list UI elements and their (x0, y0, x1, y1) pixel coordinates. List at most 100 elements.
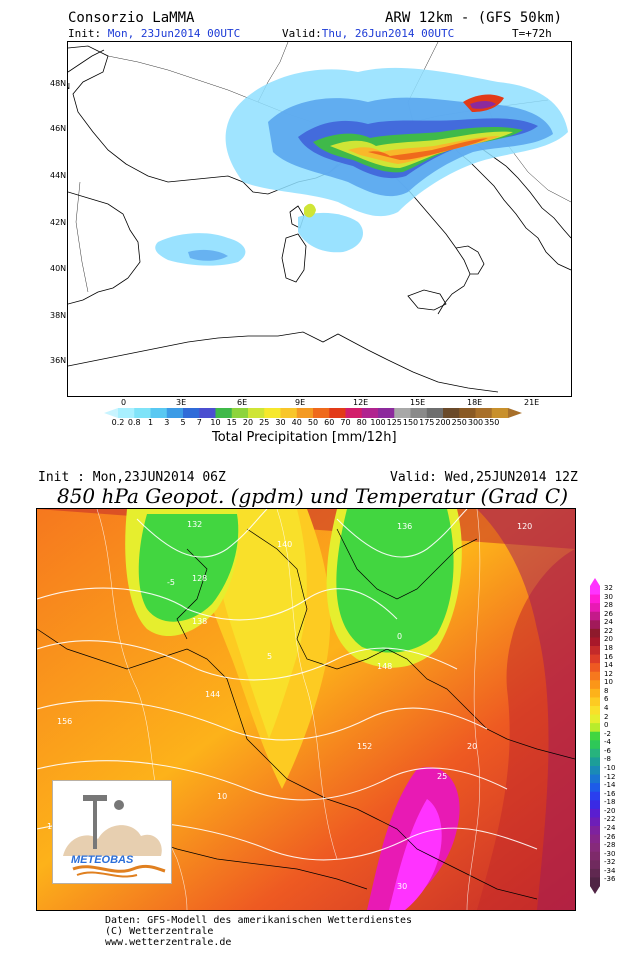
scale-swatch (590, 646, 600, 656)
scale-swatch (590, 757, 600, 767)
scale-value: -30 (604, 849, 616, 858)
geopotential-map-title: 850 hPa Geopot. (gpdm) und Temperatur (G… (56, 484, 569, 508)
scale-value: -2 (604, 729, 611, 738)
legend-value: 300 (467, 418, 484, 427)
contour-label: 140 (277, 540, 292, 549)
lat-tick: 38N (50, 311, 67, 320)
lat-tick: 48N (68, 82, 70, 91)
scale-arrow-top (590, 578, 600, 586)
chart-org-title: Consorzio LaMMA (68, 10, 195, 26)
gfs-init-time: Init : Mon,23JUN2014 06Z (38, 470, 226, 485)
scale-value: 0 (604, 721, 609, 730)
scale-swatch (590, 800, 600, 810)
legend-swatch (313, 408, 330, 418)
valid-time: Valid:Thu, 26Jun2014 00UTC (282, 27, 454, 40)
legend-swatch (183, 408, 200, 418)
legend-swatch (459, 408, 476, 418)
legend-swatch (378, 408, 395, 418)
scale-value: 32 (604, 584, 613, 592)
precipitation-legend-bar (104, 408, 522, 418)
contour-label: 138 (192, 617, 207, 626)
legend-value: 80 (356, 418, 367, 427)
temperature-map-svg: 132 138 140 144 148 152 156 136 128 120 … (37, 509, 575, 910)
chart-model-label: ARW 12km - (GFS 50km) (385, 10, 563, 26)
legend-swatch (329, 408, 346, 418)
lon-tick: 15E (410, 398, 426, 407)
legend-value: 70 (340, 418, 351, 427)
map-contour-labels: 132 138 140 144 148 152 156 136 128 120 … (47, 520, 532, 891)
legend-swatch (280, 408, 298, 418)
scale-swatch (590, 603, 600, 613)
legend-swatch (361, 408, 379, 418)
scale-swatch (590, 628, 600, 638)
legend-value: 125 (386, 418, 402, 427)
legend-swatch (264, 408, 281, 418)
legend-value: 5 (180, 418, 186, 427)
legend-swatch (426, 408, 444, 418)
init-time: Init: Mon, 23Jun2014 00UTC (68, 27, 240, 40)
scale-swatch (590, 688, 600, 698)
temp-label: -5 (167, 578, 175, 587)
scale-value: 2 (604, 712, 609, 721)
precipitation-map: 48N (67, 41, 572, 397)
credit-line: www.wetterzentrale.de (105, 937, 232, 948)
scale-swatch (590, 868, 600, 878)
scale-arrow-bottom (590, 886, 600, 894)
legend-swatch (394, 408, 411, 418)
scale-swatch (590, 706, 600, 716)
scale-value: -8 (604, 755, 611, 764)
meteobas-logo-text: METEOBAS (71, 854, 134, 866)
legend-arrow-left (104, 408, 118, 418)
scale-value: -32 (604, 858, 616, 867)
scale-value: 4 (604, 704, 609, 712)
scale-value: -24 (604, 824, 616, 832)
contour-label: 148 (377, 662, 392, 671)
scale-swatch (590, 697, 600, 707)
temp-label: 10 (217, 792, 227, 801)
meteobas-logo: METEOBAS (52, 780, 172, 884)
scale-swatch (590, 834, 600, 844)
precipitation-areas (155, 67, 568, 266)
contour-label: 128 (192, 574, 207, 583)
lon-tick: 12E (353, 398, 369, 407)
lat-tick: 46N (50, 124, 67, 133)
scale-swatch (590, 586, 600, 596)
credit-line: (C) Wetterzentrale (105, 926, 214, 937)
lon-tick: 6E (237, 398, 248, 407)
lon-tick: 9E (295, 398, 306, 407)
data-credits: Daten: GFS-Modell des amerikanischen Wet… (105, 915, 412, 948)
legend-value: 7 (196, 418, 202, 427)
temp-label: 30 (397, 882, 407, 891)
scale-value: -28 (604, 841, 616, 850)
scale-value: -26 (604, 832, 616, 841)
legend-arrow-right (508, 408, 522, 418)
scale-swatch (590, 671, 600, 681)
legend-value: 50 (307, 418, 319, 427)
init-label: Init: (68, 27, 102, 40)
legend-value: 200 (435, 418, 451, 427)
scale-value: -10 (604, 764, 616, 772)
lat-tick: 48N (50, 79, 67, 88)
legend-swatch (296, 408, 314, 418)
scale-swatch (590, 654, 600, 664)
scale-value: 10 (604, 678, 613, 687)
lon-tick: 18E (467, 398, 483, 407)
scale-swatch (590, 791, 600, 801)
credit-line: Daten: GFS-Modell des amerikanischen Wet… (105, 915, 413, 926)
scale-value: -22 (604, 815, 616, 824)
scale-value: 14 (604, 661, 613, 670)
scale-value: 28 (604, 601, 613, 610)
lon-tick: 3E (176, 398, 187, 407)
scale-swatch (590, 637, 600, 647)
precipitation-map-svg (68, 42, 571, 393)
scale-value: 16 (604, 652, 613, 661)
valid-label: Valid: (282, 27, 322, 40)
scale-value: 6 (604, 695, 609, 704)
lat-tick: 44N (50, 171, 67, 180)
legend-swatch (215, 408, 233, 418)
scale-swatch (590, 826, 600, 836)
scale-swatch (590, 766, 600, 776)
scale-swatch (590, 723, 600, 733)
lat-tick: 40N (50, 264, 67, 273)
gfs-valid-time: Valid: Wed,25JUN2014 12Z (390, 470, 578, 485)
